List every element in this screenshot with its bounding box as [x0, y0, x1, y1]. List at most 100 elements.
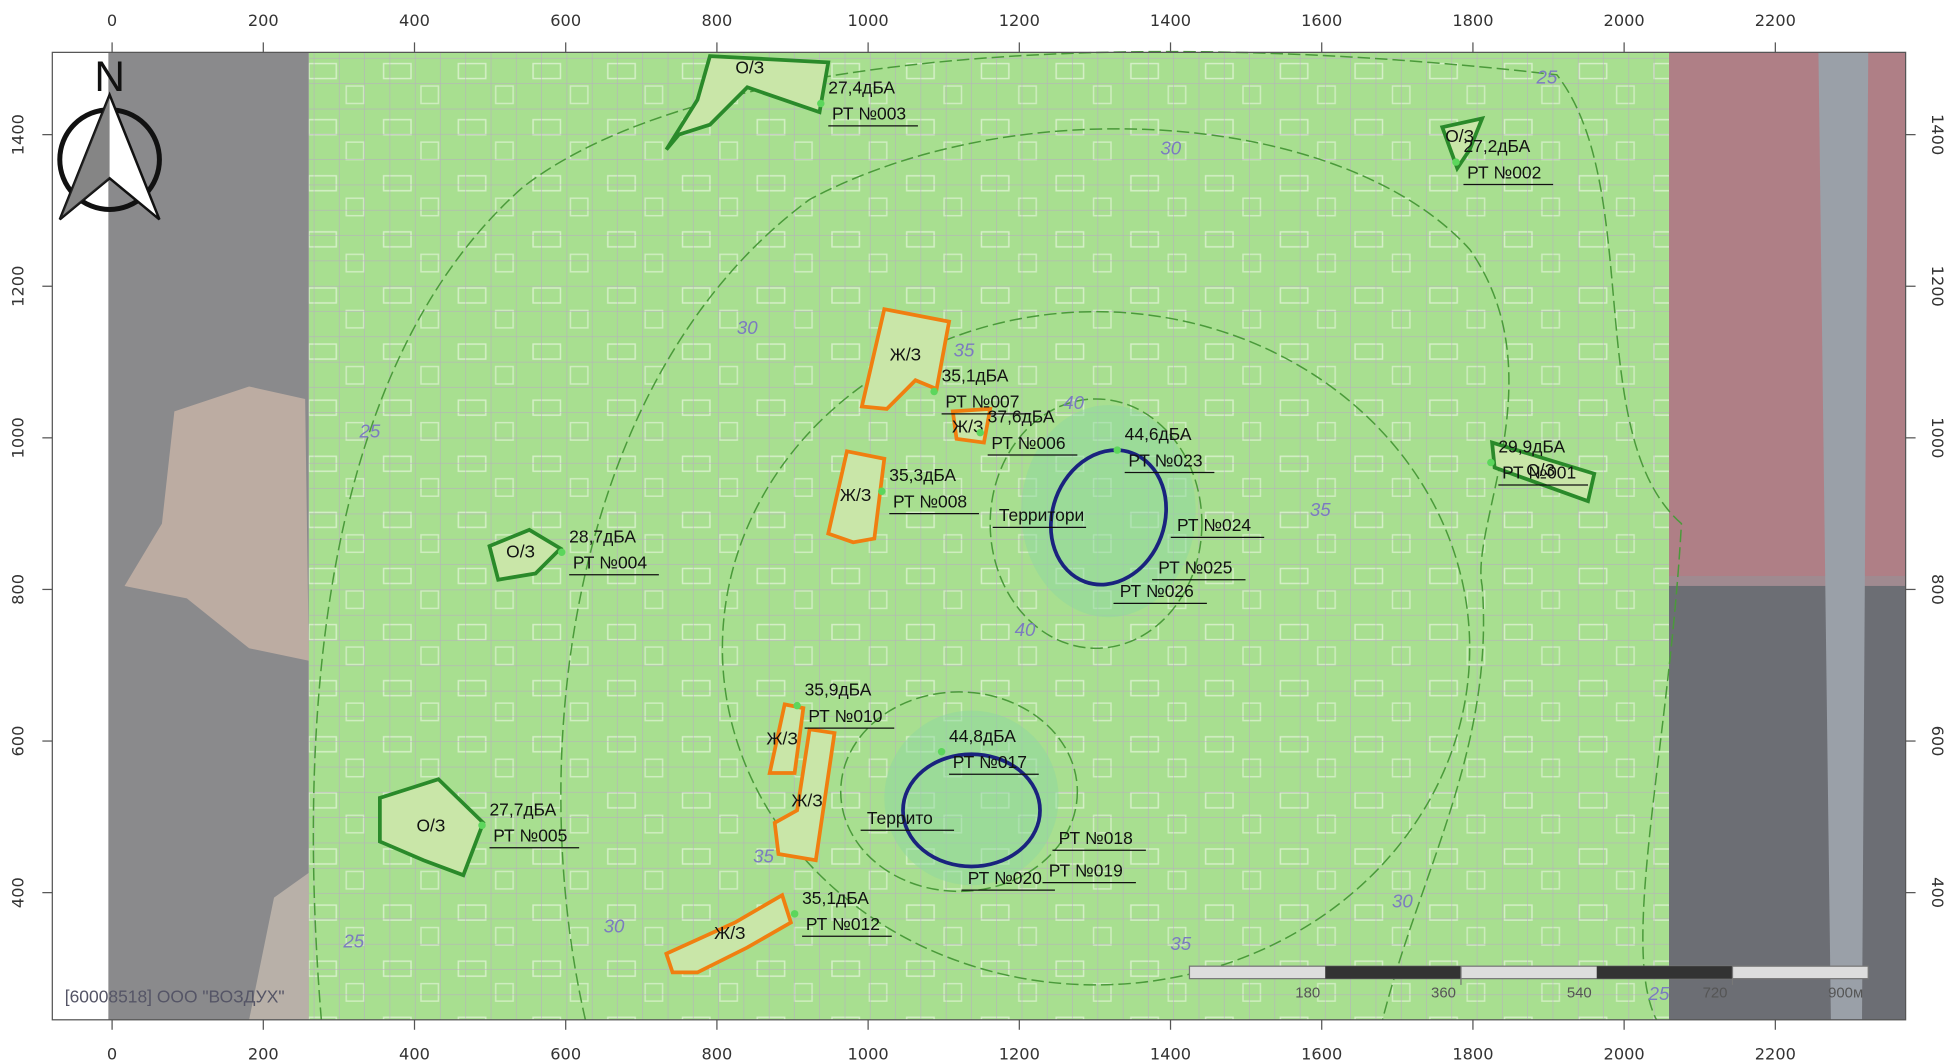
point-name: РТ №010 [808, 706, 882, 726]
point-name: РТ №024 [1177, 515, 1251, 535]
aerial-sw [249, 872, 309, 1020]
zone [487, 527, 564, 582]
point [817, 99, 825, 108]
zone [1439, 115, 1486, 173]
noise-level: 29,9дБА [1498, 437, 1565, 457]
map-layer: N [60008518] ООО "ВОЗДУХ" 0 0 200 200 400 400… [9, 11, 1947, 1061]
zone-label: О/З [506, 541, 535, 561]
x-tick-label: 200 [248, 11, 279, 30]
x-tick-label: 1200 [999, 1045, 1040, 1061]
point [478, 821, 486, 830]
contour-label: 25 [342, 930, 364, 951]
scale-label: 900м [1828, 984, 1863, 1001]
y-tick-label: 1000 [1928, 417, 1947, 458]
contour-label: 25 [1536, 67, 1558, 88]
point-name: РТ №008 [893, 491, 967, 511]
scale-label: 720 [1703, 984, 1728, 1001]
contour-label: 30 [604, 916, 625, 937]
arrow-shade [59, 94, 110, 220]
x-tick-label: 600 [550, 1045, 581, 1061]
noise-level: 37,6дБА [988, 407, 1055, 427]
y-tick-label: 1000 [9, 417, 28, 458]
noise-level: 44,8дБА [949, 726, 1016, 746]
x-tick-label: 2200 [1755, 1045, 1796, 1061]
zone-label: Ж/З [840, 485, 871, 505]
zone-label: О/З [1445, 126, 1474, 146]
noise-level: 27,4дБА [828, 77, 895, 97]
noise-level: 28,7дБА [569, 526, 636, 546]
x-tick-label: 800 [701, 1045, 732, 1061]
zone [378, 777, 486, 878]
contour-30 [560, 128, 1510, 1020]
point-name: РТ №017 [953, 752, 1027, 772]
x-tick-label: 2000 [1604, 1045, 1645, 1061]
point-name: РТ №006 [991, 433, 1065, 453]
x-tick-label: 1000 [848, 1045, 889, 1061]
noise-level: 35,9дБА [805, 680, 872, 700]
contour-label: 35 [1170, 933, 1191, 954]
source-area [1021, 405, 1196, 618]
zone-label: Ж/З [766, 728, 797, 748]
y-tick-label: 800 [9, 574, 28, 605]
frame [51, 51, 1907, 1021]
point-name: РТ №004 [573, 552, 647, 572]
organization: [60008518] ООО "ВОЗДУХ" [65, 986, 285, 1006]
contour-25 [312, 50, 1683, 1021]
x-tick-label: 1200 [999, 11, 1040, 30]
contour-label: 30 [1392, 891, 1413, 912]
point-name: РТ №020 [968, 868, 1042, 888]
point-name: Территори [999, 505, 1084, 525]
scale-segment [1325, 966, 1461, 979]
x-tick-label: 0 [107, 11, 117, 30]
aerial-west [124, 386, 309, 661]
x-tick-label: 400 [399, 1045, 430, 1061]
point-name: РТ №019 [1049, 860, 1123, 880]
scale-segment [1596, 966, 1733, 979]
zone [826, 449, 887, 545]
contour-label: 35 [1310, 499, 1331, 520]
public-zones [378, 54, 1597, 878]
north-arrow: N [57, 53, 162, 221]
y-tick-label: 400 [1928, 877, 1947, 908]
point-name: РТ №025 [1158, 557, 1232, 577]
x-tick-label: 400 [399, 11, 430, 30]
scale-label: 540 [1567, 984, 1592, 1001]
contour-label: 40 [1063, 392, 1084, 413]
noise-level: 44,6дБА [1125, 424, 1192, 444]
x-tick-label: 1600 [1301, 1045, 1342, 1061]
point [930, 387, 938, 396]
scale-bar [1188, 965, 1869, 980]
contour-label: 35 [753, 846, 774, 867]
y-tick-label: 1200 [9, 266, 28, 307]
contour-label: 25 [1648, 983, 1670, 1004]
zone [664, 54, 831, 151]
x-tick-label: 1800 [1452, 11, 1493, 30]
noise-level: 35,1дБА [942, 365, 1009, 385]
zone-label: Ж/З [890, 344, 921, 364]
zone-label: О/З [1526, 460, 1555, 480]
boundary [1048, 448, 1169, 587]
zone-label: Ж/З [714, 923, 745, 943]
y-tick-label: 800 [1928, 574, 1947, 605]
noise-level: 35,1дБА [802, 888, 869, 908]
zone [1489, 439, 1597, 504]
point [878, 487, 886, 495]
x-tick-label: 1400 [1150, 1045, 1191, 1061]
noise-level: 27,7дБА [489, 799, 556, 819]
point-name: РТ №007 [945, 392, 1019, 412]
x-tick-label: 2000 [1604, 11, 1645, 30]
aerial-east-city [1668, 52, 1906, 576]
scale-label: 360 [1431, 984, 1456, 1001]
contours [312, 50, 1683, 1021]
scale-label: 180 [1295, 984, 1320, 1001]
point [937, 748, 946, 756]
point [557, 548, 566, 557]
point-name: РТ №026 [1120, 581, 1194, 601]
zone [859, 307, 952, 411]
point [793, 701, 801, 710]
point-name: РТ №023 [1128, 450, 1202, 470]
x-tick-label: 600 [550, 11, 581, 30]
point-name: РТ №003 [832, 104, 906, 124]
contour-40 [989, 398, 1203, 650]
